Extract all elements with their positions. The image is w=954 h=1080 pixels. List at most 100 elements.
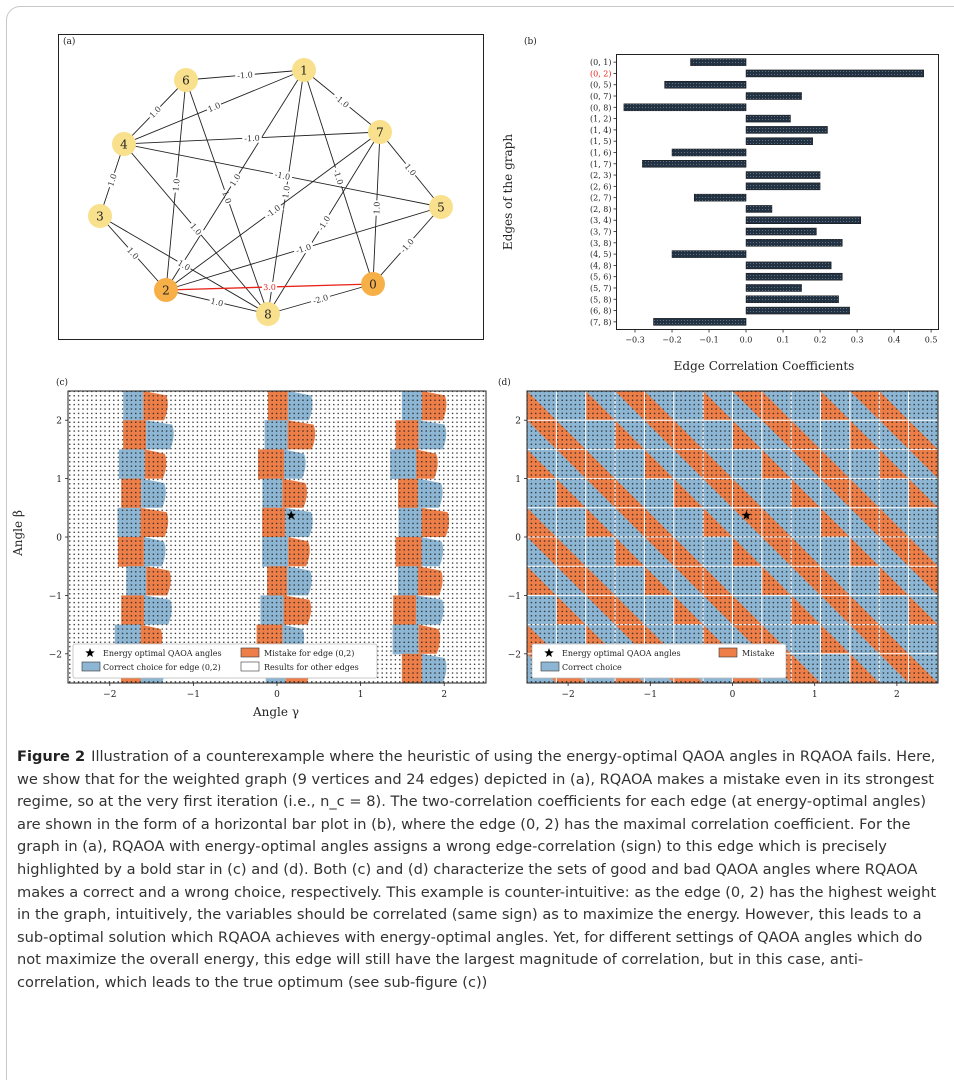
svg-text:-1.0: -1.0 [274, 170, 291, 182]
legend-mistake-label: Mistake for edge (0,2) [264, 649, 354, 658]
svg-text:1.0: 1.0 [220, 190, 233, 205]
ytick-label: (6, 8) [590, 307, 612, 316]
svg-text:1.0: 1.0 [372, 201, 382, 214]
panel-c-legend: Energy optimal QAOA angles Correct choic… [72, 643, 378, 679]
bar--6--8- [745, 306, 850, 315]
bar--0--5- [664, 80, 747, 89]
edge-weight-label: 1.0 [219, 188, 235, 206]
bar--1--5- [745, 137, 813, 145]
ytick-label: (3, 8) [590, 239, 612, 248]
ytick-label: 2 [56, 417, 62, 427]
edge-weight-label: -1.0 [271, 168, 294, 183]
ytick-label: (0, 2) [590, 69, 612, 78]
panel-c-label: (c) [56, 377, 68, 388]
ytick-label: (0, 8) [590, 103, 612, 112]
ytick-label: (2, 3) [590, 171, 612, 180]
edge-weight-label: 1.0 [208, 295, 226, 309]
svg-text:1.0: 1.0 [106, 173, 119, 188]
bar--2--6- [745, 182, 821, 191]
svg-text:6: 6 [182, 74, 190, 88]
legend-other-label: Results for other edges [264, 663, 359, 672]
xtick-label: 0.3 [851, 336, 864, 345]
ytick-label: (1, 6) [590, 148, 612, 157]
bar--3--8- [745, 239, 843, 247]
legend-correct-label: Correct choice [562, 663, 622, 672]
xtick-label: −1 [644, 690, 657, 700]
panel-d-legend: Energy optimal QAOA angles Correct choic… [531, 643, 787, 679]
ytick-label: 0 [56, 534, 62, 544]
energy-optimal-star [286, 510, 296, 520]
ytick-label: (4, 5) [590, 250, 612, 259]
edge-weight-label: 1.0 [104, 171, 120, 189]
ytick-label: (0, 1) [590, 58, 612, 67]
legend-correct-label: Correct choice for edge (0,2) [103, 663, 221, 672]
ytick-label: 2 [515, 417, 521, 427]
graph-node-6: 6 [174, 68, 198, 92]
panel-b-label: (b) [524, 36, 537, 47]
xtick-label: 1 [812, 690, 818, 700]
bar--1--2- [745, 114, 791, 123]
xtick-label: 0.2 [814, 336, 827, 345]
ytick-label: (1, 4) [590, 126, 612, 135]
bar--3--4- [745, 216, 862, 224]
panel-c-heatmap: (c) −2 −1 0 1 2 2 1 0 −1 −2 Energy optimal QAOA a… [11, 377, 487, 719]
ytick-label: (2, 8) [590, 205, 612, 214]
graph-node-2: 2 [154, 278, 178, 302]
bar--4--8- [745, 261, 832, 270]
edge-weight-label: -2.0 [309, 291, 332, 307]
svg-text:1.0: 1.0 [171, 178, 181, 192]
xtick-label: 2 [441, 690, 447, 700]
bar--3--7- [745, 227, 817, 236]
bar--1--4- [745, 126, 828, 134]
ytick-label: (2, 7) [590, 194, 612, 203]
ytick-label: −1 [49, 592, 62, 602]
svg-text:4: 4 [120, 138, 128, 152]
graph-node-5: 5 [429, 195, 453, 219]
ytick-label: (0, 5) [590, 81, 612, 90]
edge-weight-label: 1.0 [279, 183, 293, 201]
ytick-label: −2 [49, 650, 62, 660]
figure-caption: Figure 2 Illustration of a counterexample… [17, 746, 937, 995]
edge-weight-label: -1.0 [292, 240, 315, 257]
xtick-label: −2 [561, 690, 574, 700]
svg-text:7: 7 [376, 126, 384, 140]
energy-optimal-star [741, 510, 752, 520]
panel-d-heatmap: (d) −2 −1 0 1 2 2 1 0 −1 −2 Energy optimal QAOA a… [498, 377, 939, 700]
xtick-label: −0.1 [699, 336, 718, 345]
caption-text: Illustration of a counterexample where t… [17, 748, 937, 991]
bar--1--7- [642, 160, 747, 168]
bar--2--7- [693, 193, 747, 202]
ytick-label: (1, 7) [590, 160, 612, 169]
xtick-label: 0.5 [925, 336, 938, 345]
panel-c-ylabel: Angle β [11, 510, 25, 557]
svg-text:-1.0: -1.0 [237, 70, 253, 80]
edge-weight-label: -1.0 [234, 69, 256, 81]
graph-node-7: 7 [368, 120, 392, 144]
ytick-label: (4, 8) [590, 261, 612, 270]
graph-node-4: 4 [112, 132, 136, 156]
caption-label: Figure 2 [17, 748, 86, 765]
panel-b-barchart: (b) (0, 1) (0, 2) (0, 5) (0, 7) (0, 8) (1, 2)… [501, 36, 939, 373]
svg-text:2: 2 [162, 284, 170, 298]
bar--2--8- [745, 205, 773, 213]
graph-node-1: 1 [292, 58, 316, 82]
panel-d-label: (d) [498, 377, 511, 388]
xtick-label: −0.2 [662, 336, 681, 345]
edge-weight-label: 1.0 [205, 99, 223, 115]
figure-frame [6, 6, 954, 1080]
bar--0--2- [745, 69, 924, 78]
xtick-label: 0.1 [777, 336, 790, 345]
svg-text:1.0: 1.0 [207, 101, 222, 114]
bar--5--6- [745, 272, 843, 281]
xtick-label: −0.3 [625, 336, 644, 345]
xtick-label: 0.4 [888, 336, 901, 345]
ytick-label: −1 [508, 592, 521, 602]
ytick-label: (7, 8) [590, 318, 612, 327]
xtick-label: −1 [187, 690, 200, 700]
bar--0--1- [690, 58, 747, 66]
xtick-label: 0 [730, 690, 736, 700]
ytick-label: −2 [508, 650, 521, 660]
ytick-label: (1, 5) [590, 137, 612, 146]
svg-text:-2.0: -2.0 [312, 293, 329, 306]
ytick-label: 1 [56, 475, 62, 485]
